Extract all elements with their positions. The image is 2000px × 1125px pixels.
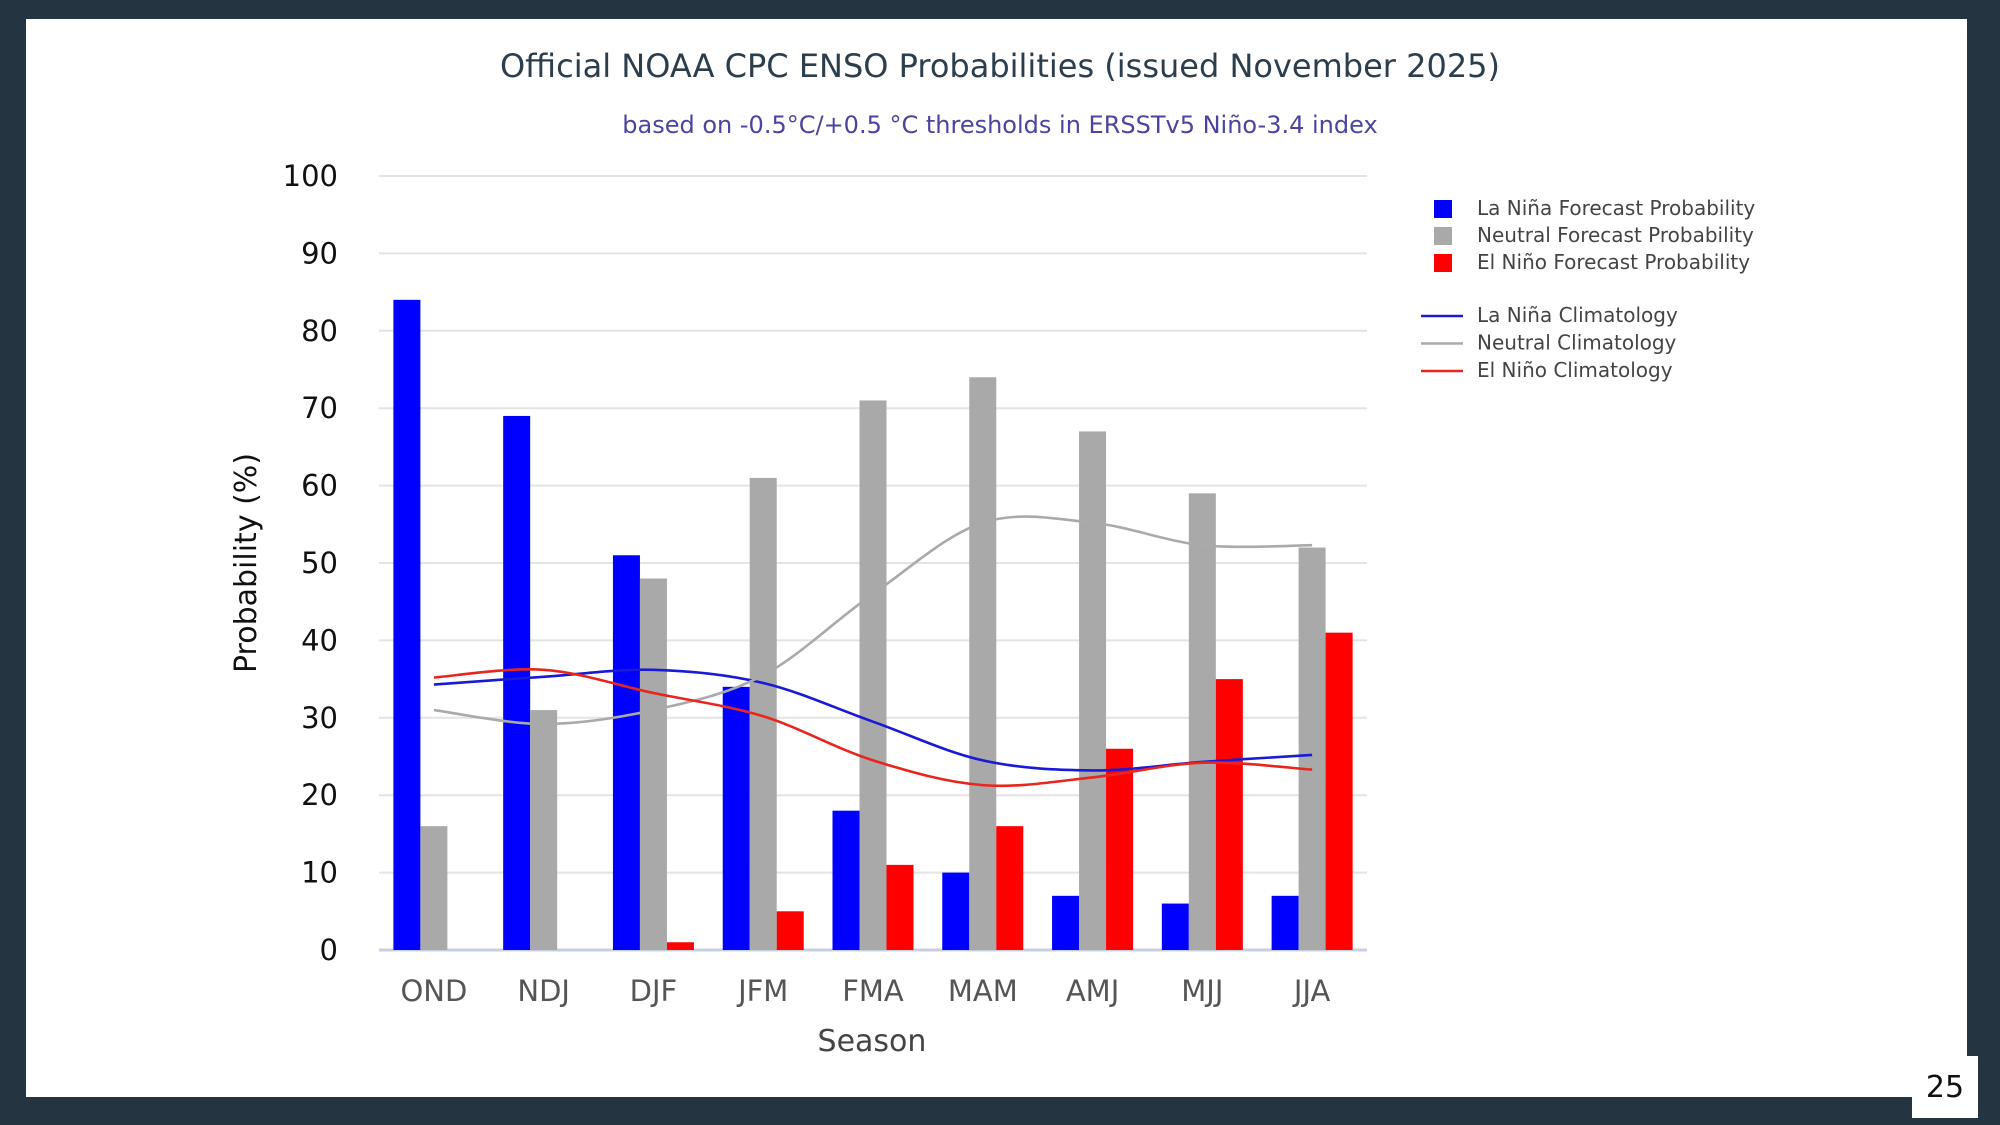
x-tick-label: JJA [1292,974,1331,1008]
line-neutral-climatology [433,515,1313,726]
legend-label: Neutral Climatology [1477,331,1677,355]
bar-el-ni-o-forecast-probability-fma [886,864,914,950]
y-tick-label: 30 [301,701,338,735]
x-tick-label: NDJ [517,974,570,1008]
x-tick-labels: OND NDJ DJF JFM FMA MAM AMJ MJJ JJA [400,974,1330,1008]
y-tick-label: 0 [320,933,338,967]
bar-neutral-forecast-probability-fma [859,400,887,951]
bar-la-ni-a-forecast-probability-jfm [722,686,750,950]
bar-neutral-forecast-probability-djf [639,578,667,950]
climatology-lines [433,515,1313,788]
bars [393,299,1353,951]
legend-label: La Niña Forecast Probability [1477,196,1755,220]
bar-el-ni-o-forecast-probability-jfm [776,911,804,950]
x-axis-title: Season [818,1024,927,1059]
x-tick-label: AMJ [1066,974,1119,1008]
x-tick-label: MAM [948,974,1018,1008]
y-tick-label: 60 [301,469,338,503]
legend-swatch [1434,227,1452,245]
page-number: 25 [1912,1056,1978,1118]
bar-la-ni-a-forecast-probability-mjj [1161,903,1189,950]
bar-el-ni-o-forecast-probability-djf [666,942,694,950]
y-axis-title: Probability (%) [229,453,264,673]
chart-title: Official NOAA CPC ENSO Probabilities (is… [500,47,1500,85]
legend-label: El Niño Climatology [1477,358,1673,382]
legend-swatch [1434,254,1452,272]
bar-la-ni-a-forecast-probability-fma [832,810,860,950]
y-tick-label: 10 [301,856,338,890]
bar-neutral-forecast-probability-jja [1298,547,1326,950]
legend-label: El Niño Forecast Probability [1477,250,1750,274]
legend: La Niña Forecast Probability Neutral Fore… [1421,196,1755,382]
y-tick-label: 50 [301,546,338,580]
y-tick-label: 80 [301,314,338,348]
bar-la-ni-a-forecast-probability-ond [393,299,421,951]
y-tick-label: 100 [283,159,338,193]
line-el-ni-o-climatology [433,668,1313,788]
bar-el-ni-o-forecast-probability-amj [1106,748,1134,950]
bar-la-ni-a-forecast-probability-mam [942,872,970,950]
chart-subtitle: based on -0.5°C/+0.5 °C thresholds in ER… [622,111,1377,139]
bar-neutral-forecast-probability-ond [420,826,448,950]
y-tick-labels: 0 10 20 30 40 50 60 70 80 90 100 [283,159,338,967]
legend-label: La Niña Climatology [1477,303,1678,327]
bar-neutral-forecast-probability-ndj [530,710,558,950]
x-tick-label: MJJ [1181,974,1223,1008]
x-tick-label: JFM [736,974,788,1008]
bar-el-ni-o-forecast-probability-jja [1325,632,1353,950]
bar-el-ni-o-forecast-probability-mam [996,826,1024,950]
bar-la-ni-a-forecast-probability-ndj [503,415,531,950]
bar-neutral-forecast-probability-mjj [1188,493,1216,950]
bar-neutral-forecast-probability-mam [969,377,997,950]
legend-swatch [1434,200,1452,218]
y-tick-label: 90 [301,236,338,270]
bar-la-ni-a-forecast-probability-djf [612,555,640,950]
x-tick-label: FMA [842,974,904,1008]
y-tick-label: 70 [301,391,338,425]
y-tick-label: 40 [301,623,338,657]
y-tick-label: 20 [301,778,338,812]
bar-el-ni-o-forecast-probability-mjj [1215,679,1243,950]
bar-neutral-forecast-probability-amj [1079,431,1107,950]
bar-la-ni-a-forecast-probability-amj [1052,895,1080,950]
x-tick-label: DJF [630,974,678,1008]
legend-label: Neutral Forecast Probability [1477,223,1754,247]
x-tick-label: OND [400,974,467,1008]
bar-la-ni-a-forecast-probability-jja [1271,895,1299,950]
